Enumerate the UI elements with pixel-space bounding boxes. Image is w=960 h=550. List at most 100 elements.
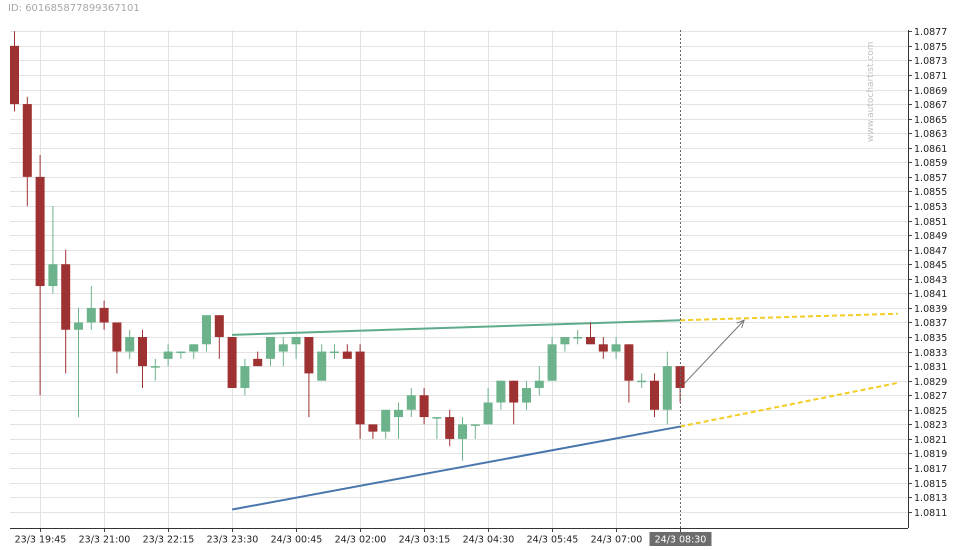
y-tick-label: 1.0833	[914, 348, 947, 359]
candlestick-series	[10, 31, 685, 461]
candle	[470, 424, 480, 439]
candle	[163, 344, 173, 367]
y-tick-label: 1.0835	[914, 333, 947, 344]
current-time-label-bg	[649, 532, 712, 546]
y-tick-label: 1.0867	[914, 100, 947, 111]
candle-body	[317, 351, 327, 381]
candle-body	[150, 366, 160, 368]
chart-id-label: ID: 601685877899367101	[8, 3, 140, 14]
y-tick-label: 1.0831	[914, 362, 947, 373]
y-tick-label: 1.0861	[914, 144, 947, 155]
candle	[445, 409, 455, 447]
resistance-line	[232, 319, 681, 336]
candle	[278, 337, 288, 367]
candle	[573, 329, 583, 345]
candle	[35, 155, 45, 396]
candle-body	[611, 344, 621, 352]
candle	[432, 417, 442, 439]
y-tick-label: 1.0859	[914, 158, 947, 169]
y-tick-label: 1.0829	[914, 377, 947, 388]
candle-body	[624, 344, 634, 381]
candle	[240, 358, 250, 396]
y-tick-label: 1.0839	[914, 304, 947, 315]
candle	[650, 373, 659, 418]
candle	[637, 373, 647, 388]
y-tick-label: 1.0853	[914, 202, 947, 213]
candle-body	[650, 380, 659, 410]
candle-body	[22, 104, 32, 177]
y-tick-label: 1.0857	[914, 173, 947, 184]
candle	[253, 351, 263, 367]
target-arrow-head	[736, 319, 745, 329]
candle-body	[419, 395, 429, 418]
candle	[483, 387, 493, 425]
candle-body	[240, 366, 250, 388]
candle	[61, 249, 71, 374]
candle	[522, 380, 531, 410]
candle-body	[138, 337, 147, 367]
projection-lower-line	[679, 381, 898, 428]
candle-body	[202, 315, 211, 345]
candle-body	[189, 344, 199, 352]
candle	[662, 351, 672, 425]
candle	[624, 344, 634, 403]
x-tick-label: 24/3 03:15	[399, 535, 451, 546]
candle-body	[266, 337, 275, 359]
candle-body	[86, 307, 96, 323]
watermark: www.autochartist.com	[866, 41, 876, 142]
candle	[150, 358, 160, 381]
y-tick-label: 1.0865	[914, 115, 947, 126]
candle-body	[125, 337, 135, 352]
candle	[394, 402, 403, 439]
candle	[10, 31, 19, 112]
y-tick-label: 1.0855	[914, 187, 947, 198]
candle-body	[445, 417, 455, 439]
y-tick-label: 1.0845	[914, 260, 947, 271]
y-tick-label: 1.0851	[914, 217, 947, 228]
candle	[406, 387, 416, 418]
candle	[458, 417, 467, 461]
candle-body	[483, 402, 493, 425]
x-tick-label: 24/3 07:00	[591, 535, 643, 546]
gridlines	[10, 30, 908, 528]
y-tick-label: 1.0849	[914, 231, 947, 242]
candle-body	[74, 322, 83, 330]
candle-body	[227, 337, 237, 388]
candle-body	[176, 351, 186, 354]
y-tick-label: 1.0841	[914, 289, 947, 300]
candle	[534, 366, 544, 396]
candle-body	[163, 351, 173, 359]
candle-body	[342, 351, 352, 359]
candle-body	[560, 337, 570, 345]
candle-body	[675, 366, 685, 388]
candle-body	[355, 351, 365, 425]
candle-body	[10, 45, 19, 105]
y-tick-label: 1.0811	[914, 508, 947, 519]
y-tick-label: 1.0869	[914, 86, 947, 97]
candle-body	[278, 344, 288, 352]
projection-upper-line	[680, 312, 898, 322]
candle-body	[598, 344, 608, 352]
candle	[342, 344, 352, 359]
candle	[22, 96, 32, 206]
y-tick-label: 1.0825	[914, 406, 947, 417]
candle-body	[662, 366, 672, 410]
candle	[189, 344, 199, 359]
candle-body	[406, 395, 416, 410]
candle-body	[573, 337, 583, 339]
candle-body	[381, 409, 391, 432]
candle-body	[368, 424, 378, 432]
candle	[48, 205, 58, 294]
candle	[547, 337, 557, 381]
candle-body	[458, 424, 467, 439]
candle-body	[496, 380, 506, 403]
x-tick-label: 23/3 22:15	[143, 535, 195, 546]
candle	[355, 344, 365, 439]
candle	[330, 344, 339, 359]
y-tick-label: 1.0821	[914, 435, 947, 446]
candle	[381, 409, 391, 439]
candle	[86, 286, 96, 330]
candle-body	[470, 424, 480, 426]
candle-body	[522, 387, 531, 403]
